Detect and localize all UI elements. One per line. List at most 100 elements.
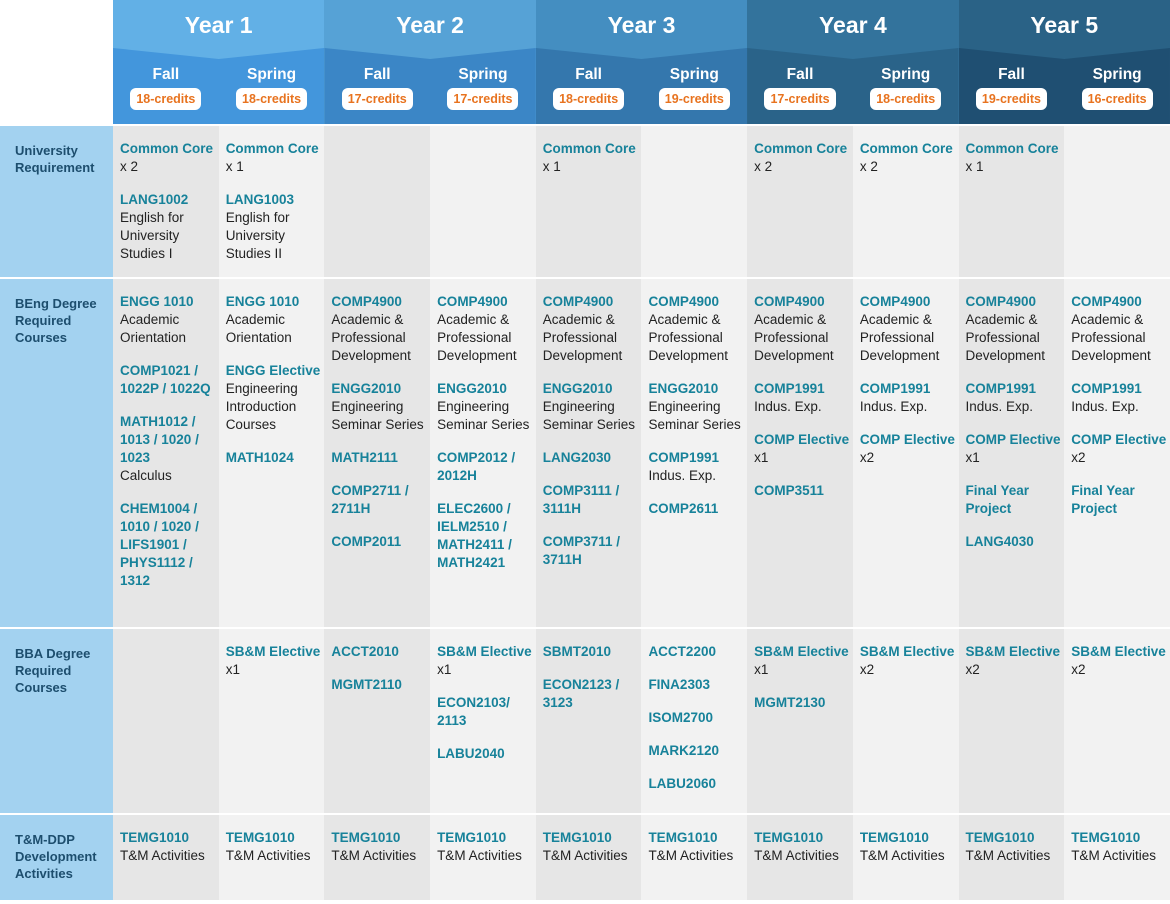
course-entry: ECON2103/ 2113 bbox=[437, 694, 536, 730]
course-code-link[interactable]: COMP4900 bbox=[437, 294, 508, 309]
credits-badge: 16-credits bbox=[1081, 88, 1153, 110]
course-code-link[interactable]: COMP2011 bbox=[331, 534, 402, 549]
course-code-link[interactable]: ENGG2010 bbox=[648, 381, 719, 396]
course-code-link[interactable]: Common Core bbox=[859, 141, 953, 156]
course-entry: ACCT2200 bbox=[648, 643, 747, 661]
course-description: x 2 bbox=[120, 159, 139, 174]
course-code-link[interactable]: COMP4900 bbox=[542, 294, 614, 309]
course-code-link[interactable]: COMP4900 bbox=[1071, 294, 1142, 309]
course-entry: TEMG1010 T&M Activities bbox=[437, 829, 536, 865]
course-entry: COMP Elective x1 bbox=[966, 431, 1065, 467]
course-code-link[interactable]: SB&M Elective bbox=[859, 644, 955, 659]
course-code-link[interactable]: ENGG Elective bbox=[225, 363, 321, 378]
course-code-link[interactable]: COMP3511 bbox=[754, 483, 824, 498]
course-code-link[interactable]: TEMG1010 bbox=[754, 830, 824, 845]
course-code-link[interactable]: LANG1002 bbox=[120, 192, 189, 207]
course-code-link[interactable]: TEMG1010 bbox=[120, 830, 190, 845]
course-entry: CHEM1004 / 1010 / 1020 / LIFS1901 / PHYS… bbox=[120, 500, 219, 590]
semester-cell: TEMG1010 T&M Activities bbox=[1064, 815, 1170, 900]
course-code-link[interactable]: ECON2123 / 3123 bbox=[542, 677, 620, 710]
course-code-link[interactable]: ACCT2200 bbox=[648, 644, 716, 659]
course-code-link[interactable]: TEMG1010 bbox=[1071, 830, 1141, 845]
semester-name: Spring bbox=[458, 66, 508, 83]
course-code-link[interactable]: COMP1991 bbox=[965, 381, 1037, 396]
course-description: Engineering Seminar Series bbox=[542, 399, 636, 432]
course-code-link[interactable]: LANG1003 bbox=[225, 192, 294, 207]
course-code-link[interactable]: TEMG1010 bbox=[225, 830, 295, 845]
course-code-link[interactable]: TEMG1010 bbox=[437, 830, 507, 845]
course-code-link[interactable]: COMP Elective bbox=[1071, 432, 1167, 447]
course-code-link[interactable]: COMP4900 bbox=[648, 294, 719, 309]
course-entry: Common Core x 1 bbox=[966, 140, 1065, 176]
course-code-link[interactable]: Common Core bbox=[754, 141, 848, 156]
course-code-link[interactable]: COMP1991 bbox=[754, 381, 825, 396]
course-code-link[interactable]: SB&M Elective bbox=[437, 644, 532, 659]
course-code-link[interactable]: TEMG1010 bbox=[648, 830, 718, 845]
course-code-link[interactable]: MATH2111 bbox=[331, 450, 398, 465]
course-code-link[interactable]: Common Core bbox=[542, 141, 636, 156]
course-code-link[interactable]: COMP2611 bbox=[648, 501, 719, 516]
course-code-link[interactable]: MATH1024 bbox=[225, 450, 294, 465]
course-entry: COMP3711 / 3711H bbox=[543, 533, 642, 569]
course-code-link[interactable]: Common Core bbox=[965, 141, 1059, 156]
course-description: x1 bbox=[754, 662, 769, 677]
course-code-link[interactable]: FINA2303 bbox=[648, 677, 710, 692]
course-code-link[interactable]: COMP4900 bbox=[965, 294, 1037, 309]
course-code-link[interactable]: LANG2030 bbox=[542, 450, 612, 465]
course-code-link[interactable]: SBMT2010 bbox=[542, 644, 612, 659]
course-code-link[interactable]: LABU2040 bbox=[437, 746, 505, 761]
course-code-link[interactable]: COMP4900 bbox=[754, 294, 825, 309]
course-code-link[interactable]: ELEC2600 / IELM2510 / MATH2411 / MATH242… bbox=[437, 501, 512, 570]
course-code-link[interactable]: ENGG2010 bbox=[331, 381, 402, 396]
course-code-link[interactable]: COMP1991 bbox=[648, 450, 719, 465]
course-code-link[interactable]: ENGG2010 bbox=[542, 381, 613, 396]
course-code-link[interactable]: SB&M Elective bbox=[225, 644, 321, 659]
course-code-link[interactable]: TEMG1010 bbox=[542, 830, 612, 845]
course-code-link[interactable]: ENGG 1010 bbox=[225, 294, 300, 309]
course-code-link[interactable]: COMP1021 / 1022P / 1022Q bbox=[120, 363, 211, 396]
course-code-link[interactable]: COMP2012 / 2012H bbox=[437, 450, 516, 483]
credits-badge: 18-credits bbox=[870, 88, 942, 110]
course-code-link[interactable]: SB&M Elective bbox=[754, 644, 849, 659]
course-code-link[interactable]: Final Year Project bbox=[965, 483, 1030, 516]
course-code-link[interactable]: MGMT2110 bbox=[331, 677, 402, 692]
course-code-link[interactable]: LABU2060 bbox=[648, 776, 716, 791]
course-code-link[interactable]: COMP1991 bbox=[1071, 381, 1142, 396]
course-code-link[interactable]: TEMG1010 bbox=[331, 830, 401, 845]
course-entry: ENGG2010 Engineering Seminar Series bbox=[331, 380, 430, 434]
course-code-link[interactable]: CHEM1004 / 1010 / 1020 / LIFS1901 / PHYS… bbox=[120, 501, 199, 588]
course-code-link[interactable]: TEMG1010 bbox=[965, 830, 1035, 845]
course-entry: MARK2120 bbox=[648, 742, 747, 760]
course-code-link[interactable]: COMP4900 bbox=[331, 294, 402, 309]
semester-fall: Fall 18-credits bbox=[536, 64, 642, 110]
course-code-link[interactable]: ENGG 1010 bbox=[120, 294, 194, 309]
course-entry: LANG2030 bbox=[543, 449, 642, 467]
course-code-link[interactable]: TEMG1010 bbox=[859, 830, 929, 845]
course-code-link[interactable]: COMP Elective bbox=[965, 432, 1061, 447]
course-code-link[interactable]: ENGG2010 bbox=[437, 381, 507, 396]
course-code-link[interactable]: SB&M Elective bbox=[1071, 644, 1166, 659]
course-code-link[interactable]: Final Year Project bbox=[1071, 483, 1135, 516]
course-code-link[interactable]: MARK2120 bbox=[648, 743, 719, 758]
course-code-link[interactable]: COMP Elective bbox=[859, 432, 955, 447]
course-code-link[interactable]: ISOM2700 bbox=[648, 710, 713, 725]
course-description: Engineering Introduction Courses bbox=[225, 381, 298, 432]
course-code-link[interactable]: Common Core bbox=[120, 141, 214, 156]
course-code-link[interactable]: COMP1991 bbox=[859, 381, 931, 396]
course-code-link[interactable]: SB&M Elective bbox=[965, 644, 1061, 659]
course-code-link[interactable]: COMP Elective bbox=[754, 432, 850, 447]
course-code-link[interactable]: COMP3711 / 3711H bbox=[542, 534, 621, 567]
course-entry: COMP3111 / 3111H bbox=[543, 482, 642, 518]
course-code-link[interactable]: COMP3111 / 3111H bbox=[542, 483, 620, 516]
course-code-link[interactable]: MATH1012 / 1013 / 1020 / 1023 bbox=[120, 414, 199, 465]
course-code-link[interactable]: ECON2103/ 2113 bbox=[437, 695, 510, 728]
course-entry: Common Core x 2 bbox=[860, 140, 959, 176]
course-entry: COMP Elective x1 bbox=[754, 431, 853, 467]
course-code-link[interactable]: Common Core bbox=[225, 141, 319, 156]
course-description: Indus. Exp. bbox=[859, 399, 928, 414]
course-code-link[interactable]: COMP4900 bbox=[859, 294, 931, 309]
course-code-link[interactable]: COMP2711 / 2711H bbox=[331, 483, 409, 516]
course-code-link[interactable]: ACCT2010 bbox=[331, 644, 399, 659]
course-code-link[interactable]: LANG4030 bbox=[965, 534, 1034, 549]
course-code-link[interactable]: MGMT2130 bbox=[754, 695, 826, 710]
